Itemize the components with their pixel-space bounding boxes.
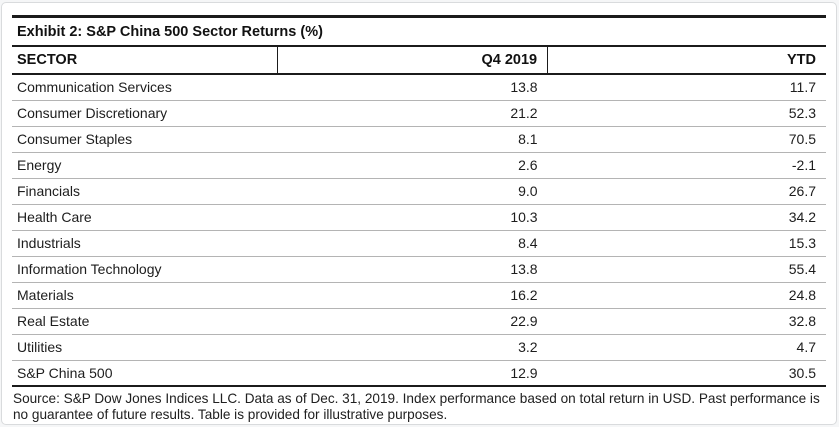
q4-2019-cell: 16.2: [277, 282, 548, 309]
sector-cell: Information Technology: [12, 256, 278, 283]
q4-2019-cell: 13.8: [277, 74, 548, 101]
sector-cell: Consumer Discretionary: [12, 100, 278, 127]
q4-2019-cell: 13.8: [277, 256, 548, 283]
column-header-q4-2019: Q4 2019: [277, 47, 549, 75]
ytd-cell: 52.3: [547, 100, 826, 127]
q4-2019-cell: 8.4: [277, 230, 548, 257]
sector-cell: Communication Services: [12, 74, 278, 101]
sector-cell: Financials: [12, 178, 278, 205]
table-row: Consumer Discretionary 21.2 52.3: [12, 100, 826, 127]
sector-cell: Consumer Staples: [12, 126, 278, 153]
q4-2019-cell: 22.9: [277, 308, 548, 335]
q4-2019-cell: 8.1: [277, 126, 548, 153]
source-note: Source: S&P Dow Jones Indices LLC. Data …: [13, 391, 820, 423]
table-row: Industrials 8.4 15.3: [12, 230, 826, 257]
q4-2019-cell: 3.2: [277, 334, 548, 361]
table-body: Communication Services 13.8 11.7 Consume…: [12, 74, 826, 387]
ytd-cell: 32.8: [547, 308, 826, 335]
sector-cell: Industrials: [12, 230, 278, 257]
q4-2019-cell: 12.9: [277, 360, 548, 387]
ytd-cell: 34.2: [547, 204, 826, 231]
sector-cell: S&P China 500: [12, 360, 278, 387]
sector-returns-table: SECTOR Q4 2019 YTD Communication Service…: [12, 47, 826, 387]
column-header-sector: SECTOR: [12, 47, 278, 75]
sector-cell: Energy: [12, 152, 278, 179]
table-row: Utilities 3.2 4.7: [12, 334, 826, 361]
table-row: S&P China 500 12.9 30.5: [12, 360, 826, 387]
top-rule: [12, 15, 826, 18]
q4-2019-cell: 10.3: [277, 204, 548, 231]
table-row: Health Care 10.3 34.2: [12, 204, 826, 231]
table-row: Consumer Staples 8.1 70.5: [12, 126, 826, 153]
table-row: Information Technology 13.8 55.4: [12, 256, 826, 283]
q4-2019-cell: 9.0: [277, 178, 548, 205]
ytd-cell: 70.5: [547, 126, 826, 153]
ytd-cell: -2.1: [547, 152, 826, 179]
sector-cell: Health Care: [12, 204, 278, 231]
ytd-cell: 4.7: [547, 334, 826, 361]
q4-2019-cell: 21.2: [277, 100, 548, 127]
ytd-cell: 24.8: [547, 282, 826, 309]
ytd-cell: 11.7: [547, 74, 826, 101]
sector-cell: Materials: [12, 282, 278, 309]
column-header-ytd: YTD: [547, 47, 826, 75]
ytd-cell: 30.5: [547, 360, 826, 387]
table-row: Materials 16.2 24.8: [12, 282, 826, 309]
sector-cell: Utilities: [12, 334, 278, 361]
q4-2019-cell: 2.6: [277, 152, 548, 179]
ytd-cell: 15.3: [547, 230, 826, 257]
table-row: Financials 9.0 26.7: [12, 178, 826, 205]
ytd-cell: 26.7: [547, 178, 826, 205]
sector-cell: Real Estate: [12, 308, 278, 335]
table-row: Real Estate 22.9 32.8: [12, 308, 826, 335]
exhibit-title: Exhibit 2: S&P China 500 Sector Returns …: [12, 18, 826, 47]
table-header: SECTOR Q4 2019 YTD: [12, 47, 826, 75]
header-row: SECTOR Q4 2019 YTD: [12, 47, 826, 75]
table-row: Energy 2.6 -2.1: [12, 152, 826, 179]
ytd-cell: 55.4: [547, 256, 826, 283]
table-row: Communication Services 13.8 11.7: [12, 74, 826, 101]
